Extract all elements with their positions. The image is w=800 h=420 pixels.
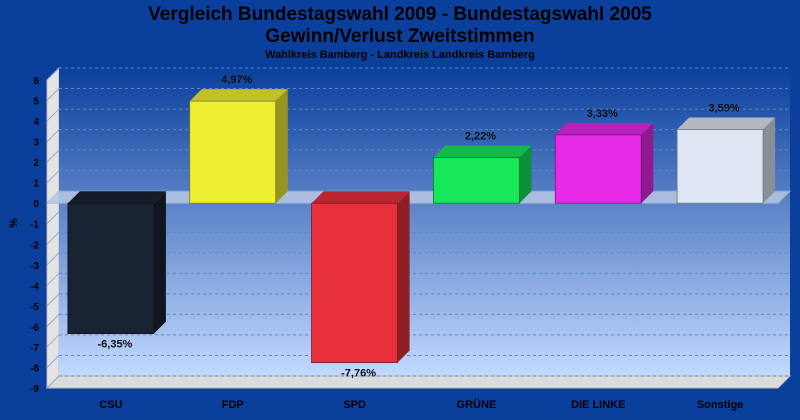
- bar-side: [763, 117, 776, 204]
- y-tick-label: -1: [30, 220, 39, 231]
- y-tick-label: 4: [33, 117, 39, 128]
- bar-top: [311, 191, 410, 204]
- plot-left-wall: [46, 66, 60, 390]
- y-tick-label: 2: [33, 158, 39, 169]
- grid-line-side: [46, 272, 60, 286]
- bar-top: [67, 191, 166, 204]
- bar-top: [433, 145, 532, 158]
- bar-top: [189, 89, 288, 102]
- data-label: 3,59%: [708, 102, 739, 114]
- grid-line-side: [46, 149, 60, 163]
- bar: [554, 134, 642, 204]
- y-tick-label: -3: [30, 261, 39, 272]
- bar: [189, 100, 277, 204]
- grid-line-side: [46, 231, 60, 245]
- bar: [676, 129, 764, 204]
- chart-subtitle: Wahlkreis Bamberg - Landkreis Landkreis …: [265, 49, 535, 61]
- x-tick-label: DIE LINKE: [571, 399, 625, 411]
- x-tick-label: GRÜNE: [457, 398, 497, 411]
- bar: [67, 202, 155, 334]
- grid-line-side: [46, 293, 60, 307]
- chart-title-line2: Gewinn/Verlust Zweitstimmen: [265, 26, 535, 47]
- plot-back-wall: [59, 68, 790, 376]
- bar: [433, 157, 520, 204]
- chart-title-line1: Vergleich Bundestagswahl 2009 - Bundesta…: [148, 4, 652, 25]
- data-label: -7,76%: [341, 368, 376, 380]
- bar-side: [519, 145, 532, 204]
- grid-line-side: [46, 355, 60, 368]
- y-tick-label: 1: [33, 179, 39, 190]
- bar-top: [555, 122, 654, 135]
- x-tick-label: FDP: [222, 399, 244, 411]
- x-tick-label: CSU: [99, 399, 122, 411]
- grid-line-side: [46, 108, 60, 122]
- y-tick-label: -9: [30, 384, 39, 395]
- y-tick-label: -8: [30, 363, 39, 374]
- data-label: 3,33%: [587, 108, 618, 120]
- y-tick-label: -5: [30, 302, 39, 313]
- y-tick-label: -2: [30, 240, 39, 251]
- grid-line-side: [46, 334, 60, 348]
- bar-top: [677, 117, 776, 130]
- y-tick-label: 6: [33, 76, 39, 87]
- grid-line-side: [46, 129, 60, 142]
- grid-line-side: [46, 252, 60, 266]
- grid-line-side: [46, 88, 60, 101]
- y-tick-label: 5: [33, 97, 39, 108]
- y-tick-label: 0: [33, 199, 39, 210]
- y-tick-label: 3: [33, 138, 39, 149]
- bar-side: [275, 89, 288, 204]
- data-label: -6,35%: [97, 339, 132, 351]
- bar-side: [641, 122, 654, 204]
- data-label: 4,97%: [221, 74, 252, 86]
- x-tick-label: SPD: [343, 399, 366, 411]
- bar-side: [397, 191, 410, 363]
- grid-line-side: [46, 375, 60, 389]
- grid-line-side: [46, 67, 60, 81]
- x-tick-label: Sonstige: [697, 399, 743, 411]
- y-tick-label: -4: [30, 281, 39, 292]
- bar-side: [153, 191, 166, 334]
- grid-line-side: [46, 211, 60, 225]
- y-tick-label: -7: [30, 343, 39, 354]
- plot-floor: [45, 375, 792, 389]
- grid-line-side: [46, 170, 60, 184]
- bar: [311, 202, 398, 363]
- grid-line-side: [46, 314, 60, 327]
- y-tick-label: -6: [30, 322, 39, 333]
- chart-title-block: Vergleich Bundestagswahl 2009 - Bundesta…: [0, 4, 800, 61]
- data-label: 2,22%: [465, 131, 496, 143]
